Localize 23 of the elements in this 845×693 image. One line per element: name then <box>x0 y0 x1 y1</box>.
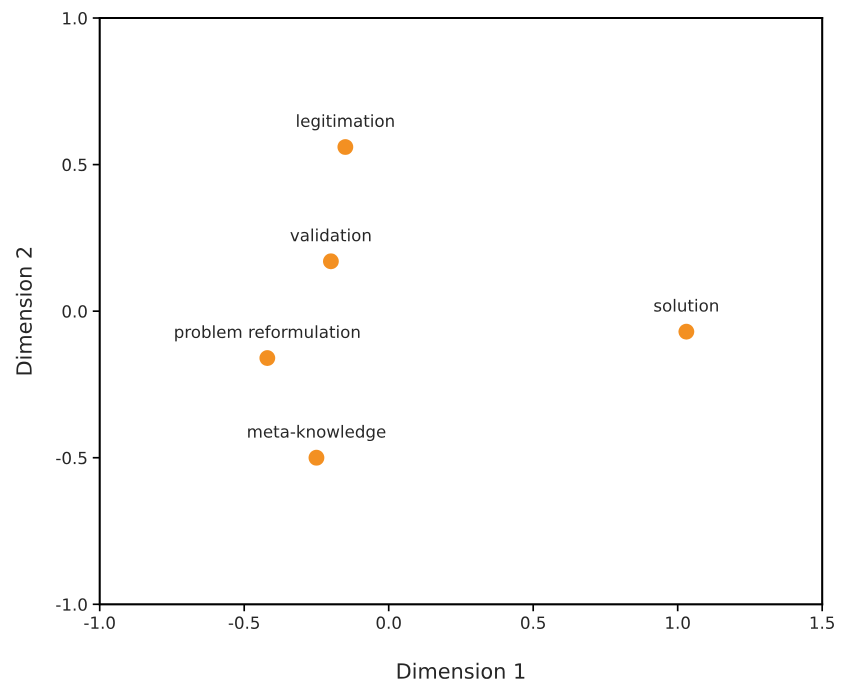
x-tick-label: -0.5 <box>228 616 260 630</box>
y-tick-label: 0.5 <box>62 158 86 172</box>
annotation: solution <box>654 298 718 312</box>
annotation: validation <box>290 228 371 242</box>
y-tick-label: -1.0 <box>56 598 87 611</box>
y-tick-label: 0.0 <box>62 305 87 318</box>
point <box>308 450 324 466</box>
x-tick-label: 1.5 <box>810 616 834 630</box>
point <box>322 253 339 270</box>
y-tick-label: 1.0 <box>63 12 87 25</box>
x-axis-title: Dimension 1 <box>398 662 524 679</box>
point <box>337 139 354 155</box>
x-tick-label: 1.0 <box>666 616 690 630</box>
annotation: problem reformulation <box>175 325 360 342</box>
x-tick-label: 0.0 <box>376 616 401 630</box>
x-tick-label: 0.5 <box>521 616 545 630</box>
x-tick-label: -1.0 <box>84 616 115 630</box>
y-tick-label: -0.5 <box>56 452 86 464</box>
point <box>259 350 276 366</box>
point <box>678 324 694 340</box>
y-axis-title: Dimension 2 <box>16 248 32 374</box>
annotation: meta-knowledge <box>248 424 386 442</box>
annotation: legitimation <box>297 114 394 130</box>
